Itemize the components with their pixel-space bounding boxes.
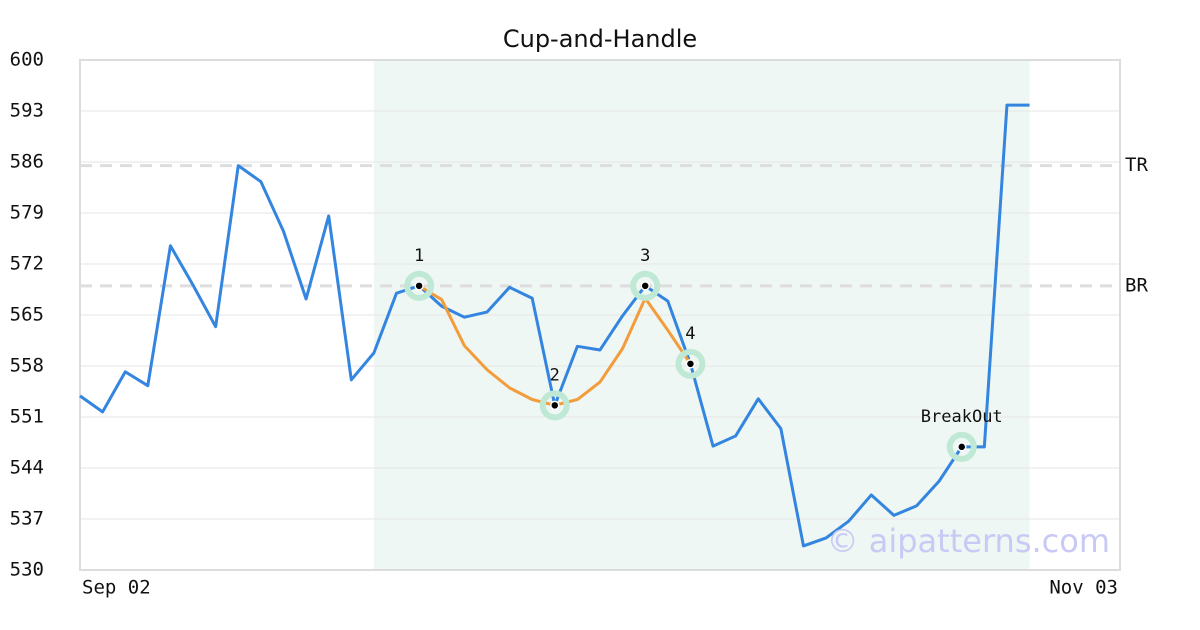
pattern-point (414, 281, 424, 291)
y-tick-label: 544 (10, 457, 44, 479)
level-label: TR (1125, 154, 1148, 176)
watermark: © aipatterns.com (827, 522, 1110, 560)
pattern-point-ring (630, 270, 661, 301)
pattern-point (640, 281, 650, 291)
pattern-point-ring (404, 270, 435, 301)
pattern-point (685, 359, 696, 369)
y-tick-label: 572 (10, 253, 44, 275)
y-tick-label: 558 (10, 355, 44, 377)
y-tick-label: 593 (10, 100, 44, 122)
y-tick-label: 530 (10, 559, 44, 581)
y-tick-label: 551 (10, 406, 44, 428)
level-label: BR (1125, 274, 1148, 296)
pattern-point-ring (675, 348, 706, 379)
y-tick-label: 586 (10, 151, 44, 173)
chart-title: Cup-and-Handle (503, 25, 697, 53)
pattern-label: 2 (550, 365, 560, 385)
y-tick-label: 537 (10, 508, 44, 530)
pattern-point-ring (946, 431, 977, 462)
x-tick-label: Sep 02 (82, 577, 151, 599)
pattern-point (550, 400, 560, 411)
pattern-point (956, 442, 967, 452)
y-tick-label: 600 (10, 49, 44, 71)
pattern-label: 1 (414, 246, 424, 266)
plot-border (79, 59, 1121, 571)
pattern-label: 3 (640, 246, 650, 266)
y-tick-label: 565 (10, 304, 44, 326)
pattern-label: BreakOut (921, 407, 1003, 427)
pattern-point-ring (539, 390, 570, 421)
y-tick-label: 579 (10, 202, 44, 224)
x-tick-label: Nov 03 (1049, 577, 1118, 599)
pattern-label: 4 (685, 324, 695, 344)
